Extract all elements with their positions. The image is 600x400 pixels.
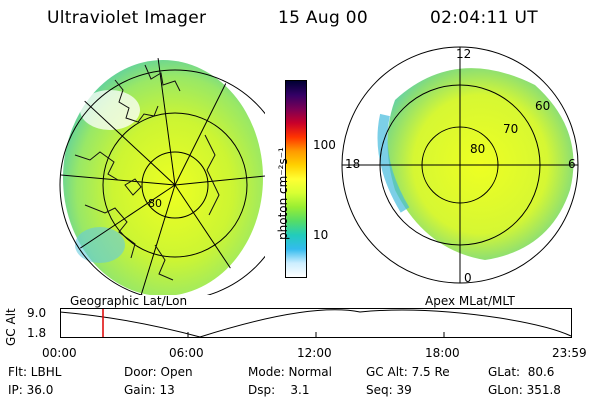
mag-cyan-edge [377, 113, 410, 213]
altitude-xticks [187, 332, 445, 338]
mlat-label-70: 70 [503, 122, 518, 136]
colorbar-tick-100: 100 [313, 138, 336, 152]
geo-lat-circles [59, 69, 265, 295]
seq-info: Seq: 39 [366, 383, 412, 397]
altitude-ytick-top: 9.0 [27, 306, 47, 320]
mag-emission-region [387, 68, 574, 260]
colorbar [285, 80, 307, 278]
altitude-plot [60, 308, 572, 338]
gain-info: Gain: 13 [124, 383, 175, 397]
mlt-label-18: 18 [345, 157, 360, 171]
geo-map-caption: Geographic Lat/Lon [70, 294, 188, 308]
xtick-0600: 06:00 [169, 346, 204, 360]
mag-mlt-axes [342, 47, 578, 283]
time-label: 02:04:11 UT [430, 8, 538, 28]
magnetic-polar-plot: 12 18 6 0 60 70 80 [341, 46, 579, 285]
mlt-label-6: 6 [568, 157, 576, 171]
geo-cyan-patch [75, 227, 125, 263]
altitude-curve [60, 309, 572, 338]
filter-info: Flt: LBHL [8, 365, 62, 379]
glat-info: GLat: 80.6 [488, 365, 555, 379]
mlt-label-0: 0 [464, 271, 472, 285]
instrument-title: Ultraviolet Imager [47, 8, 207, 28]
mlat-label-80: 80 [470, 142, 485, 156]
mag-map-caption: Apex MLat/MLT [425, 294, 515, 308]
geo-lat-label-80: 80 [148, 197, 162, 210]
coastline-outlines [74, 64, 220, 281]
xtick-1200: 12:00 [297, 346, 332, 360]
ip-info: IP: 36.0 [8, 383, 54, 397]
colorbar-tick-10: 10 [313, 228, 329, 242]
altitude-ylabel: GC Alt [4, 308, 18, 346]
dsp-info: Dsp: 3.1 [248, 383, 310, 397]
mlat-label-60: 60 [535, 99, 550, 113]
xtick-0000: 00:00 [42, 346, 77, 360]
mode-info: Mode: Normal [248, 365, 332, 379]
xtick-2359: 23:59 [552, 346, 587, 360]
glon-info: GLon: 351.8 [488, 383, 561, 397]
door-info: Door: Open [124, 365, 193, 379]
mlt-label-12: 12 [456, 47, 471, 61]
geo-dim-patch [80, 90, 140, 130]
gc-alt-info: GC Alt: 7.5 Re [366, 365, 450, 379]
date-label: 15 Aug 00 [278, 8, 368, 28]
xtick-1800: 18:00 [425, 346, 460, 360]
geographic-auroral-map: 80 [59, 58, 265, 295]
altitude-ytick-bottom: 1.8 [27, 326, 47, 340]
colorbar-unit-label: photon cm⁻²s⁻¹ [276, 147, 290, 240]
